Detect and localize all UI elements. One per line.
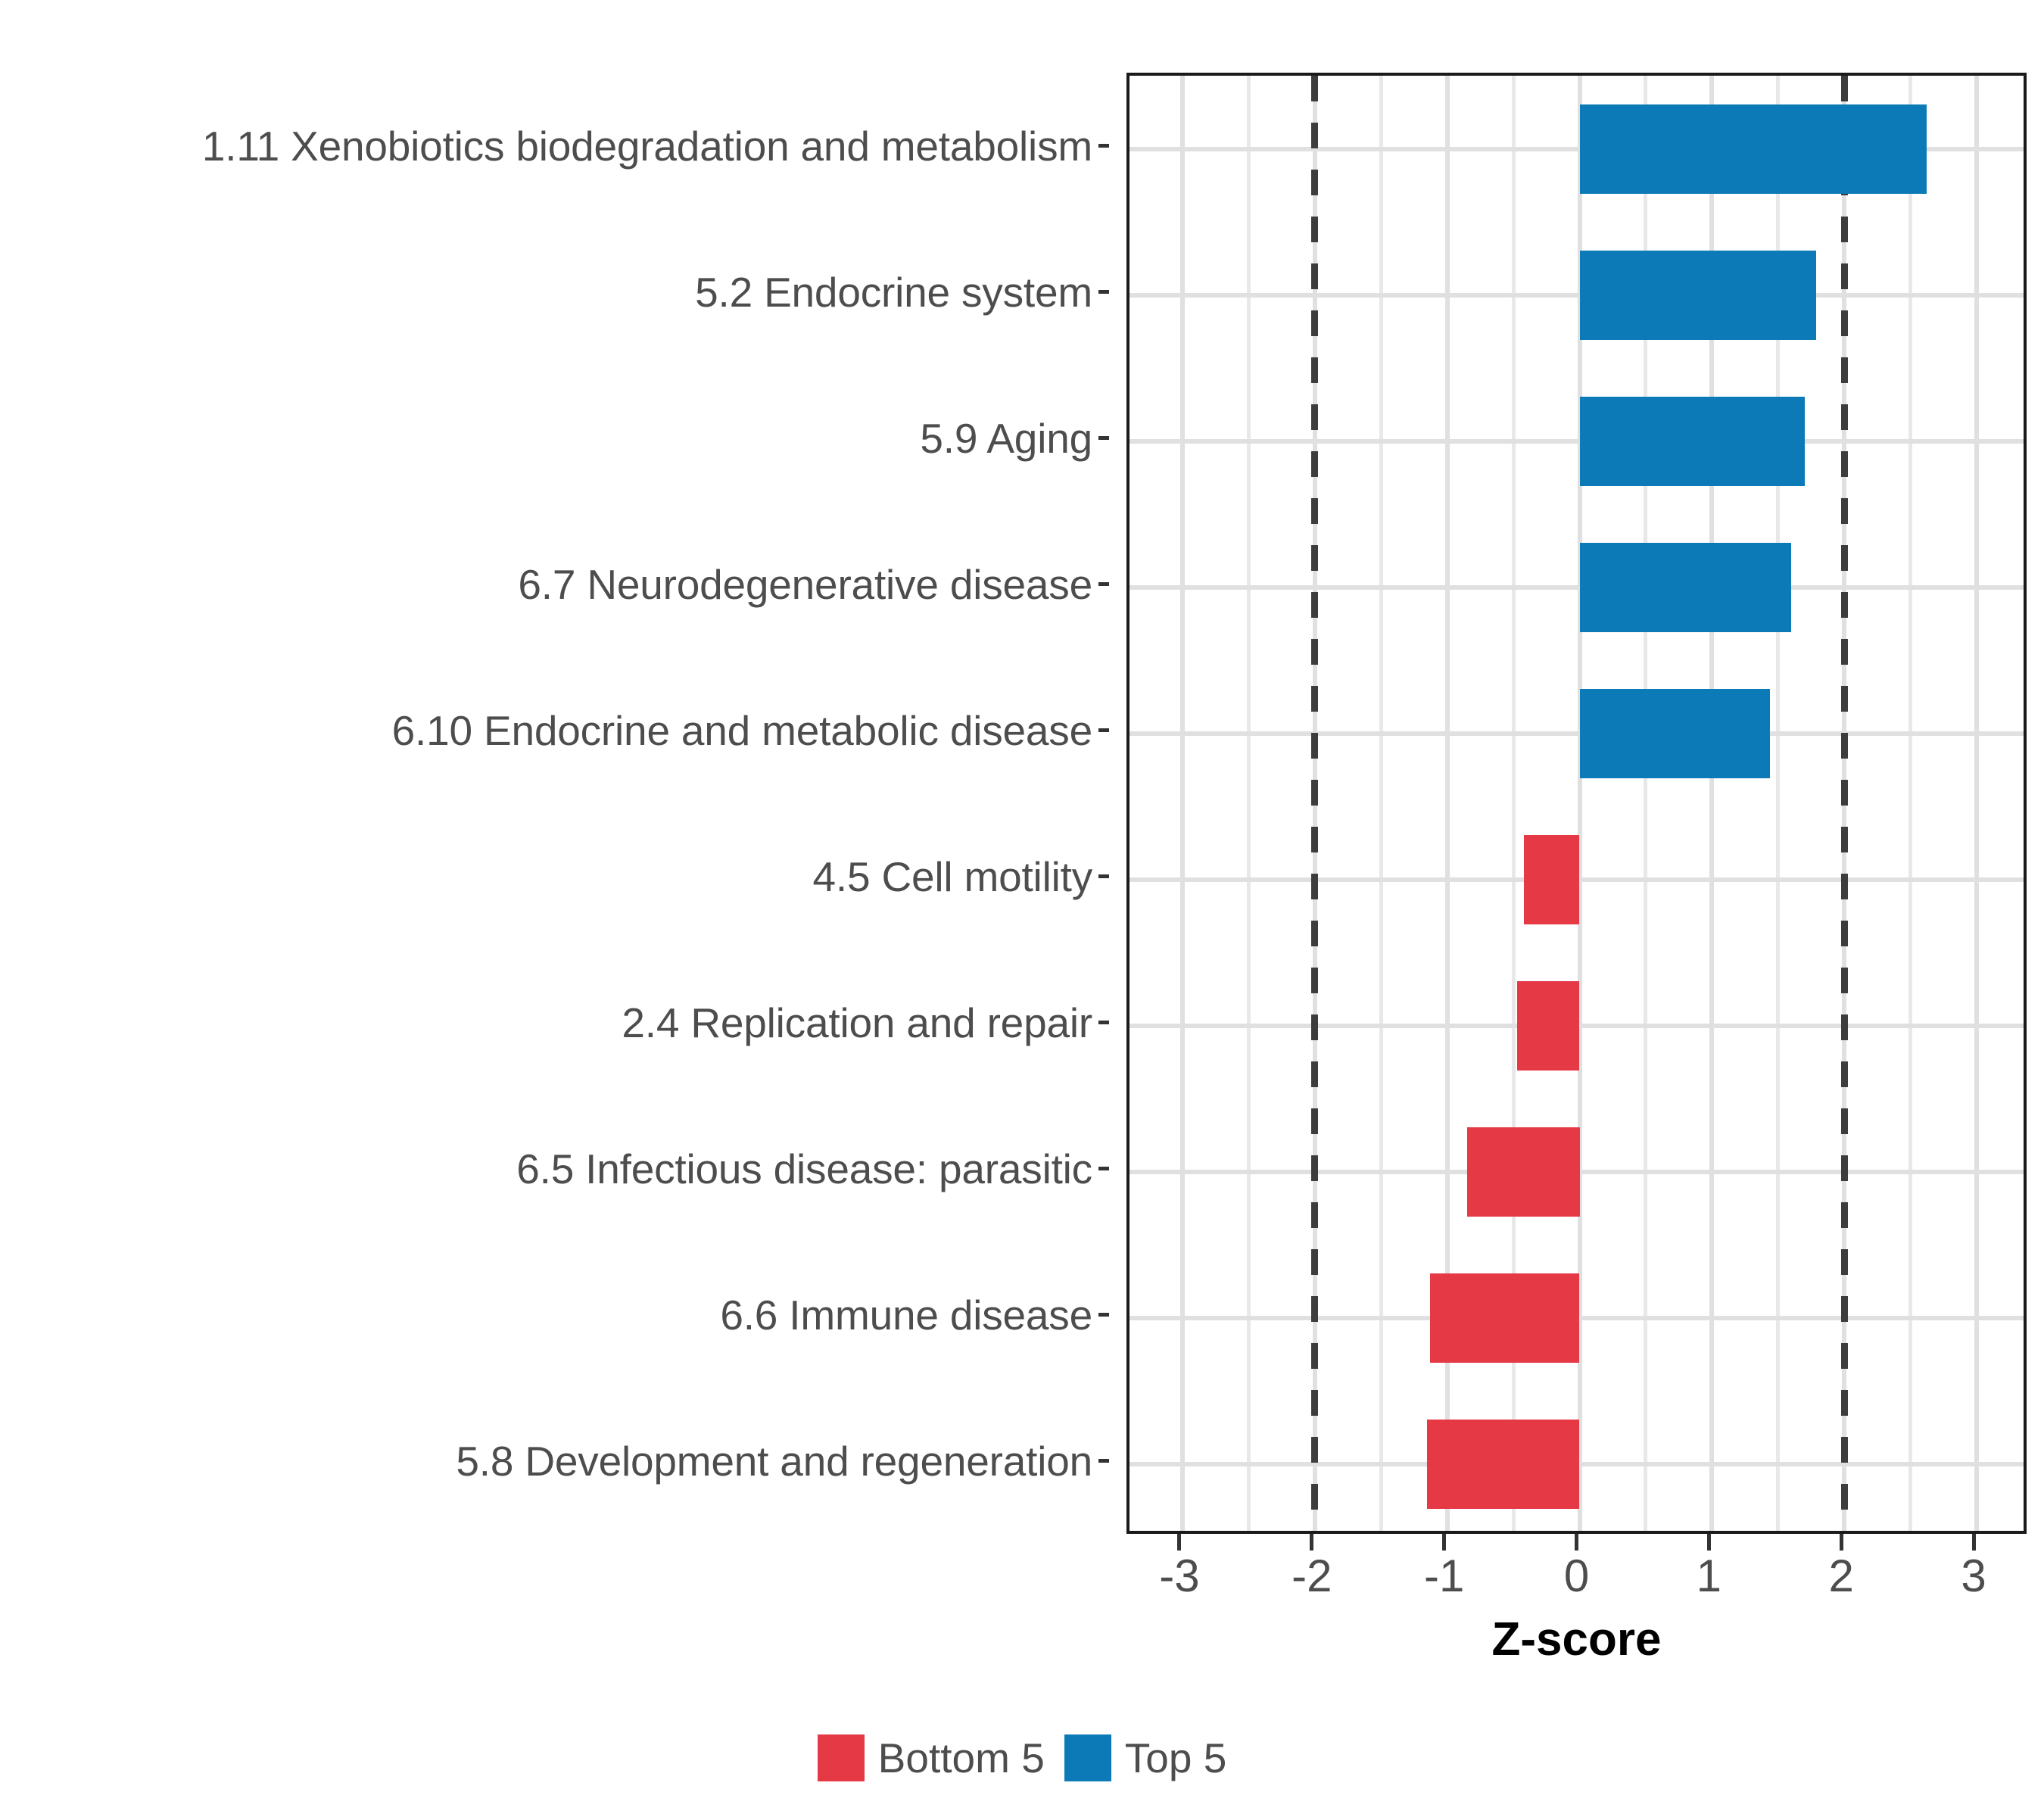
legend-entry-label: Top 5	[1124, 1734, 1227, 1781]
y-axis-label-row: 6.10 Endocrine and metabolic disease	[0, 657, 1109, 803]
y-axis-label-row: 5.8 Development and regeneration	[0, 1388, 1109, 1534]
gridline-vertical	[1444, 76, 1450, 1531]
bar[interactable]	[1517, 980, 1580, 1071]
x-axis-tick-label: 2	[1828, 1551, 1854, 1601]
y-axis-label-row: 6.6 Immune disease	[0, 1242, 1109, 1388]
y-axis-tick-label: 1.11 Xenobiotics biodegradation and meta…	[201, 122, 1092, 170]
gridline-vertical-minor	[1908, 76, 1913, 1531]
gridline-horizontal	[1129, 731, 2024, 736]
y-axis-tick-mark	[1098, 1313, 1109, 1317]
legend-entry-top5[interactable]: Top 5	[1064, 1734, 1227, 1782]
x-axis-tick	[1971, 1534, 1976, 1551]
gridline-vertical	[1709, 76, 1715, 1531]
threshold-line-neg2	[1311, 76, 1319, 1531]
y-axis-tick-mark	[1098, 874, 1109, 878]
legend-color-swatch	[817, 1734, 865, 1781]
gridline-vertical-minor	[1511, 76, 1516, 1531]
y-axis-labels: 1.11 Xenobiotics biodegradation and meta…	[0, 73, 1109, 1534]
y-axis-label-row: 6.7 Neurodegenerative disease	[0, 511, 1109, 657]
bar[interactable]	[1524, 834, 1580, 924]
x-axis-tick-label: -2	[1292, 1551, 1332, 1601]
y-axis-tick-mark	[1098, 1021, 1109, 1024]
y-axis-label-row: 5.9 Aging	[0, 365, 1109, 511]
gridline-horizontal	[1129, 584, 2024, 590]
x-axis-tick	[1442, 1534, 1447, 1551]
gridline-vertical	[1577, 76, 1582, 1531]
x-axis-tick	[1177, 1534, 1182, 1551]
x-axis-tick-labels: -3 -2 -1 0 1 2 3	[1126, 1551, 2027, 1604]
bar[interactable]	[1579, 396, 1805, 486]
bar[interactable]	[1579, 104, 1927, 194]
x-axis-tick-label: 1	[1696, 1551, 1722, 1601]
x-axis-tick	[1575, 1534, 1578, 1551]
gridline-vertical	[1179, 76, 1185, 1531]
y-axis-tick-label: 5.8 Development and regeneration	[456, 1437, 1092, 1485]
y-axis-label-row: 5.2 Endocrine system	[0, 219, 1109, 365]
y-axis-tick-mark	[1098, 1167, 1109, 1170]
y-axis-tick-label: 6.7 Neurodegenerative disease	[518, 560, 1092, 608]
bar[interactable]	[1427, 1419, 1580, 1509]
x-axis-tick	[1706, 1534, 1711, 1551]
x-axis-tick-label: 3	[1961, 1551, 1986, 1601]
bar[interactable]	[1579, 688, 1771, 778]
y-axis-tick-label: 2.4 Replication and repair	[622, 999, 1092, 1046]
legend-entry-label: Bottom 5	[877, 1734, 1045, 1781]
gridline-vertical-minor	[1776, 76, 1781, 1531]
gridline-vertical	[1974, 76, 1980, 1531]
gridline-horizontal	[1129, 146, 2024, 151]
x-axis-tick-label: -3	[1159, 1551, 1200, 1601]
gridline-horizontal	[1129, 438, 2024, 444]
gridline-horizontal	[1129, 292, 2024, 298]
y-axis-tick-label: 5.2 Endocrine system	[695, 268, 1092, 316]
bar[interactable]	[1579, 542, 1792, 632]
x-axis-tick	[1839, 1534, 1843, 1551]
y-axis-tick-mark	[1098, 436, 1109, 440]
y-axis-tick-mark	[1098, 1459, 1109, 1463]
y-axis-label-row: 6.5 Infectious disease: parasitic	[0, 1095, 1109, 1242]
legend-entry-bottom5[interactable]: Bottom 5	[817, 1734, 1045, 1782]
y-axis-tick-mark	[1098, 290, 1109, 294]
bar[interactable]	[1429, 1273, 1580, 1363]
y-axis-tick-label: 5.9 Aging	[920, 414, 1092, 462]
y-axis-tick-label: 6.5 Infectious disease: parasitic	[516, 1145, 1092, 1192]
plot-panel	[1126, 73, 2027, 1534]
y-axis-tick-label: 4.5 Cell motility	[812, 852, 1093, 900]
threshold-line-pos2	[1840, 76, 1848, 1531]
chart-legend: Bottom 5 Top 5	[0, 1734, 2044, 1782]
x-axis-tick-label: 0	[1563, 1551, 1590, 1601]
x-axis-tick-marks	[1126, 1534, 2027, 1551]
x-axis-title: Z-score	[1491, 1613, 1662, 1666]
x-axis-tick-label: -1	[1423, 1551, 1465, 1601]
y-axis-label-row: 4.5 Cell motility	[0, 803, 1109, 949]
y-axis-tick-mark	[1098, 728, 1109, 732]
x-axis-tick	[1310, 1534, 1314, 1551]
legend-color-swatch	[1064, 1734, 1111, 1781]
y-axis-label-row: 1.11 Xenobiotics biodegradation and meta…	[0, 73, 1109, 219]
gridline-vertical-minor	[1246, 76, 1251, 1531]
y-axis-tick-mark	[1098, 144, 1109, 148]
y-axis-tick-label: 6.6 Immune disease	[720, 1291, 1092, 1339]
gridline-vertical-minor	[1644, 76, 1648, 1531]
gridline-vertical-minor	[1379, 76, 1383, 1531]
y-axis-tick-label: 6.10 Endocrine and metabolic disease	[391, 706, 1093, 754]
y-axis-label-row: 2.4 Replication and repair	[0, 949, 1109, 1095]
bar[interactable]	[1466, 1127, 1580, 1217]
y-axis-tick-mark	[1098, 582, 1109, 586]
bar[interactable]	[1579, 250, 1817, 340]
